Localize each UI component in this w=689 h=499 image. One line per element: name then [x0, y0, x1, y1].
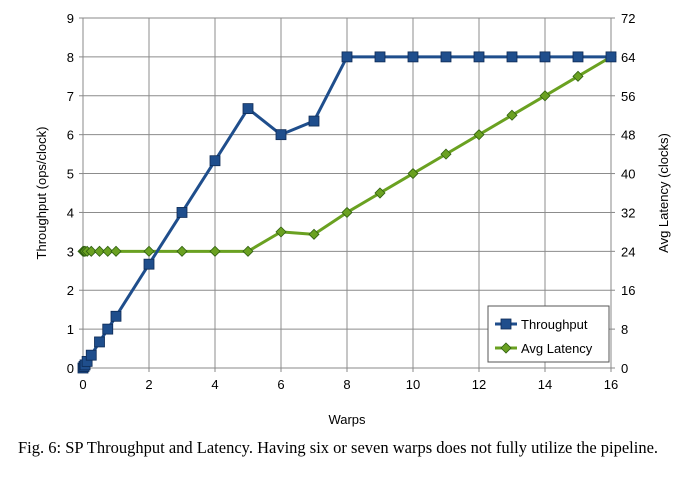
grid — [83, 18, 611, 368]
data-point-throughput — [572, 51, 584, 63]
y-tick-label: 7 — [67, 89, 74, 104]
x-tick-label: 16 — [604, 377, 618, 392]
series-group — [77, 51, 617, 374]
data-point-avg-latency — [473, 129, 485, 141]
data-point-avg-latency — [572, 70, 584, 82]
y2-tick-label: 48 — [621, 128, 635, 143]
y2-tick-label: 0 — [621, 361, 628, 376]
y2-tick-label: 72 — [621, 11, 635, 26]
data-point-avg-latency — [308, 228, 320, 240]
data-point-throughput — [275, 129, 287, 141]
data-point-avg-latency — [209, 245, 221, 257]
data-point-throughput — [242, 103, 254, 115]
y2-axis-ticks: 0 8 16 24 32 40 48 56 64 72 — [611, 11, 635, 376]
data-point-avg-latency — [93, 245, 106, 257]
data-point-throughput — [94, 336, 105, 348]
data-point-avg-latency — [539, 90, 551, 102]
y2-tick-label: 24 — [621, 244, 635, 259]
data-point-throughput — [102, 323, 114, 335]
y-tick-label: 5 — [67, 167, 74, 182]
legend-label-throughput: Throughput — [521, 317, 588, 332]
x-tick-label: 4 — [211, 377, 218, 392]
y-tick-label: 9 — [67, 11, 74, 26]
y2-tick-label: 16 — [621, 283, 635, 298]
legend-marker-throughput — [500, 318, 512, 330]
data-point-avg-latency — [341, 206, 353, 219]
data-point-throughput — [407, 51, 419, 63]
data-point-throughput — [473, 51, 485, 63]
y-tick-label: 3 — [67, 244, 74, 259]
data-point-avg-latency — [143, 245, 155, 257]
data-point-throughput — [341, 51, 353, 63]
data-point-throughput — [605, 51, 617, 63]
data-point-avg-latency — [275, 226, 287, 238]
x-tick-label: 12 — [472, 377, 486, 392]
data-point-throughput — [539, 51, 551, 63]
y2-axis-title: Avg Latency (clocks) — [656, 133, 671, 253]
legend-label-latency: Avg Latency — [521, 341, 593, 356]
data-point-throughput — [308, 115, 320, 127]
data-point-avg-latency — [110, 245, 122, 257]
data-point-throughput — [110, 310, 122, 322]
data-point-throughput — [85, 349, 97, 361]
data-point-avg-latency — [242, 245, 254, 257]
data-point-avg-latency — [85, 245, 97, 257]
y2-tick-label: 40 — [621, 167, 635, 182]
legend-box — [487, 305, 610, 363]
data-point-avg-latency — [407, 167, 419, 180]
y2-tick-label: 56 — [621, 89, 635, 104]
y2-tick-label: 8 — [621, 322, 628, 337]
figure-caption: Fig. 6: SP Throughput and Latency. Havin… — [18, 438, 659, 457]
data-point-avg-latency — [374, 187, 386, 199]
y2-tick-label: 32 — [621, 205, 635, 220]
y-tick-label: 2 — [67, 283, 74, 298]
y-axis-ticks: 0 1 2 3 4 5 6 7 8 9 — [67, 11, 83, 376]
data-point-throughput — [440, 51, 452, 63]
y-tick-label: 1 — [67, 322, 74, 337]
data-point-throughput — [176, 207, 188, 218]
x-axis-ticks: 0 2 4 6 8 10 12 14 16 — [79, 368, 618, 392]
data-point-avg-latency — [506, 109, 518, 121]
x-tick-label: 6 — [277, 377, 284, 392]
y-tick-label: 8 — [67, 50, 74, 65]
y-tick-label: 6 — [67, 128, 74, 143]
data-point-throughput — [209, 155, 221, 167]
x-tick-label: 0 — [79, 377, 86, 392]
x-tick-label: 10 — [406, 377, 420, 392]
y-tick-label: 4 — [67, 205, 74, 220]
data-point-avg-latency — [440, 148, 452, 160]
y-tick-label: 0 — [67, 361, 74, 376]
y-axis-title: Throughput (ops/clock) — [34, 127, 49, 260]
y2-tick-label: 64 — [621, 50, 635, 65]
legend-marker-latency — [500, 342, 512, 354]
x-tick-label: 14 — [538, 377, 552, 392]
x-tick-label: 8 — [343, 377, 350, 392]
data-point-throughput — [143, 258, 155, 270]
data-point-avg-latency — [102, 245, 114, 257]
data-point-throughput — [506, 51, 518, 63]
data-point-throughput — [374, 51, 386, 63]
legend: Throughput Avg Latency — [487, 305, 610, 363]
x-tick-label: 2 — [145, 377, 152, 392]
x-axis-title: Warps — [328, 412, 366, 427]
data-point-avg-latency — [176, 245, 188, 257]
